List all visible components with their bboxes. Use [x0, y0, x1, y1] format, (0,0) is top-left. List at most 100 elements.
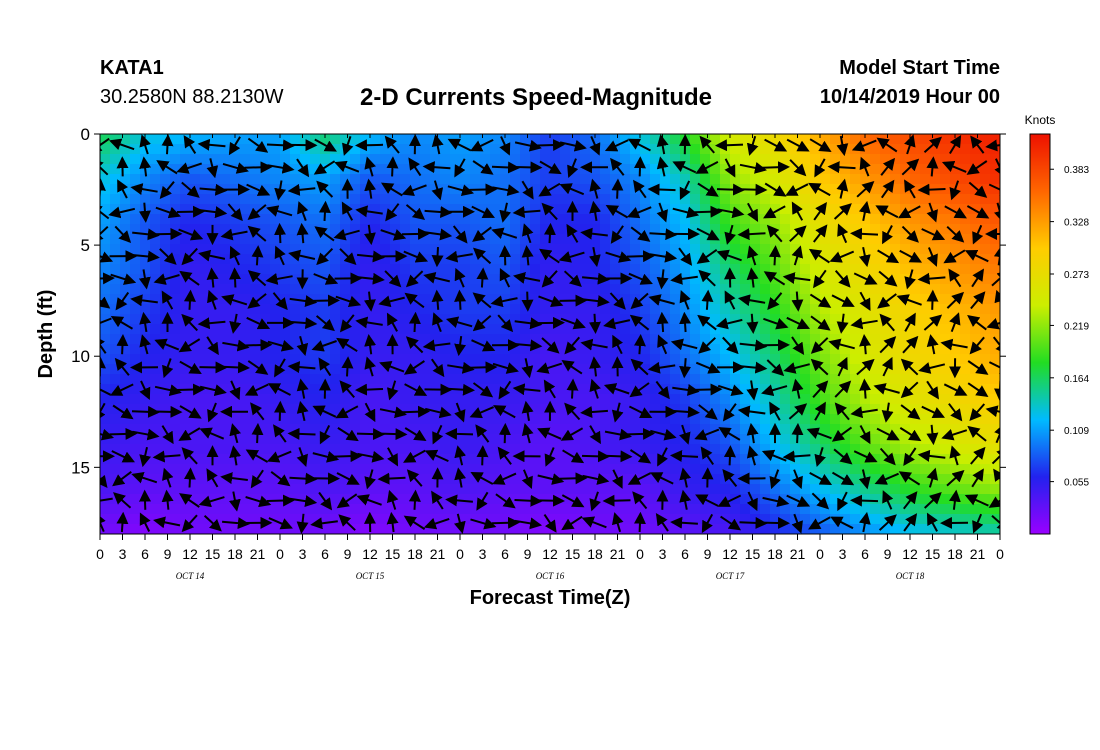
- current-vector-arrow: [431, 134, 444, 155]
- heatmap-cell: [260, 454, 271, 465]
- heatmap-cell: [420, 184, 431, 195]
- current-vector-arrow: [926, 334, 939, 355]
- current-vector-arrow: [814, 447, 826, 468]
- current-vector-arrow: [814, 401, 826, 421]
- heatmap-cell: [260, 324, 271, 335]
- current-vector-arrow: [649, 228, 678, 241]
- heatmap-cell: [790, 444, 801, 455]
- heatmap-cell: [800, 324, 811, 335]
- heatmap-cell: [620, 364, 631, 375]
- heatmap-cell: [550, 384, 561, 395]
- current-vector-arrow: [183, 135, 197, 154]
- heatmap-cell: [990, 264, 1000, 275]
- heatmap-cell: [740, 504, 751, 515]
- heatmap-cell: [230, 394, 241, 405]
- heatmap-cell: [910, 484, 921, 495]
- heatmap-cell: [940, 464, 951, 475]
- heatmap-cell: [710, 444, 721, 455]
- current-vector-arrow: [199, 206, 228, 219]
- current-vector-arrow: [626, 427, 655, 440]
- heatmap-cell: [370, 244, 381, 255]
- current-vector-arrow: [788, 403, 808, 420]
- heatmap-cell: [160, 264, 171, 275]
- heatmap-cell: [440, 354, 451, 365]
- heatmap-cell: [460, 244, 471, 255]
- heatmap-cell: [920, 414, 931, 425]
- current-vector-arrow: [273, 424, 287, 443]
- heatmap-cell: [220, 284, 231, 295]
- heatmap-cell: [630, 284, 641, 295]
- heatmap-cell: [980, 404, 991, 415]
- heatmap-cell: [100, 414, 111, 425]
- heatmap-cell: [760, 324, 771, 335]
- heatmap-cell: [960, 214, 971, 225]
- heatmap-cell: [440, 254, 451, 265]
- heatmap-cell: [110, 184, 121, 195]
- heatmap-cell: [730, 474, 741, 485]
- heatmap-cell: [890, 224, 901, 235]
- heatmap-cell: [200, 134, 211, 145]
- heatmap-cell: [840, 154, 851, 165]
- heatmap-cell: [400, 484, 411, 495]
- current-vector-arrow: [582, 473, 610, 485]
- heatmap-cell: [510, 394, 521, 405]
- heatmap-cell: [480, 374, 491, 385]
- heatmap-cell: [120, 144, 131, 155]
- heatmap-cell: [870, 344, 881, 355]
- heatmap-cell: [710, 194, 721, 205]
- current-vector-arrow: [364, 356, 376, 377]
- heatmap-cell: [850, 394, 861, 405]
- heatmap-cell: [530, 394, 541, 405]
- x-tick-label: 9: [524, 546, 532, 562]
- heatmap-cell: [640, 444, 651, 455]
- y-tick-label: 0: [81, 125, 90, 144]
- heatmap-cell: [950, 174, 961, 185]
- heatmap-cell: [160, 454, 171, 465]
- heatmap-cell: [130, 384, 141, 395]
- heatmap-cell: [530, 284, 541, 295]
- heatmap-cell: [990, 374, 1000, 385]
- heatmap-cell: [790, 454, 801, 465]
- heatmap-cell: [970, 264, 981, 275]
- current-vector-arrow: [991, 514, 1000, 532]
- heatmap-cell: [200, 224, 211, 235]
- heatmap-cell: [910, 194, 921, 205]
- heatmap-cell: [870, 434, 881, 445]
- current-vector-arrow: [988, 183, 1000, 196]
- heatmap-cell: [290, 444, 301, 455]
- heatmap-cell: [670, 474, 681, 485]
- heatmap-cell: [780, 464, 791, 475]
- heatmap-cell: [600, 254, 611, 265]
- heatmap-cell: [710, 174, 721, 185]
- current-vector-arrow: [856, 180, 875, 198]
- heatmap-cell: [920, 524, 931, 534]
- heatmap-cell: [370, 424, 381, 435]
- heatmap-cell: [650, 464, 661, 475]
- heatmap-cell: [740, 234, 751, 245]
- heatmap-cell: [190, 514, 201, 525]
- heatmap-cell: [750, 374, 761, 385]
- heatmap-cell: [420, 144, 431, 155]
- current-vector-arrow: [100, 428, 115, 441]
- heatmap-cell: [420, 454, 431, 465]
- heatmap-cell: [680, 444, 691, 455]
- heatmap-cell: [830, 224, 841, 235]
- heatmap-cell: [200, 504, 211, 515]
- heatmap-cell: [460, 404, 471, 415]
- heatmap-cell: [420, 134, 431, 145]
- heatmap-cell: [480, 334, 491, 345]
- heatmap-cell: [370, 294, 381, 305]
- heatmap-cell: [860, 424, 871, 435]
- heatmap-cell: [150, 204, 161, 215]
- heatmap-cell: [620, 294, 631, 305]
- current-vector-arrow: [926, 424, 939, 446]
- heatmap-cell: [980, 154, 991, 165]
- heatmap-cell: [870, 524, 881, 534]
- heatmap-cell: [330, 294, 341, 305]
- heatmap-cell: [610, 174, 621, 185]
- heatmap-cell: [480, 134, 491, 145]
- current-vector-arrow: [858, 200, 871, 221]
- heatmap-cell: [830, 354, 841, 365]
- heatmap-cell: [130, 264, 141, 275]
- current-vector-arrow: [941, 429, 968, 441]
